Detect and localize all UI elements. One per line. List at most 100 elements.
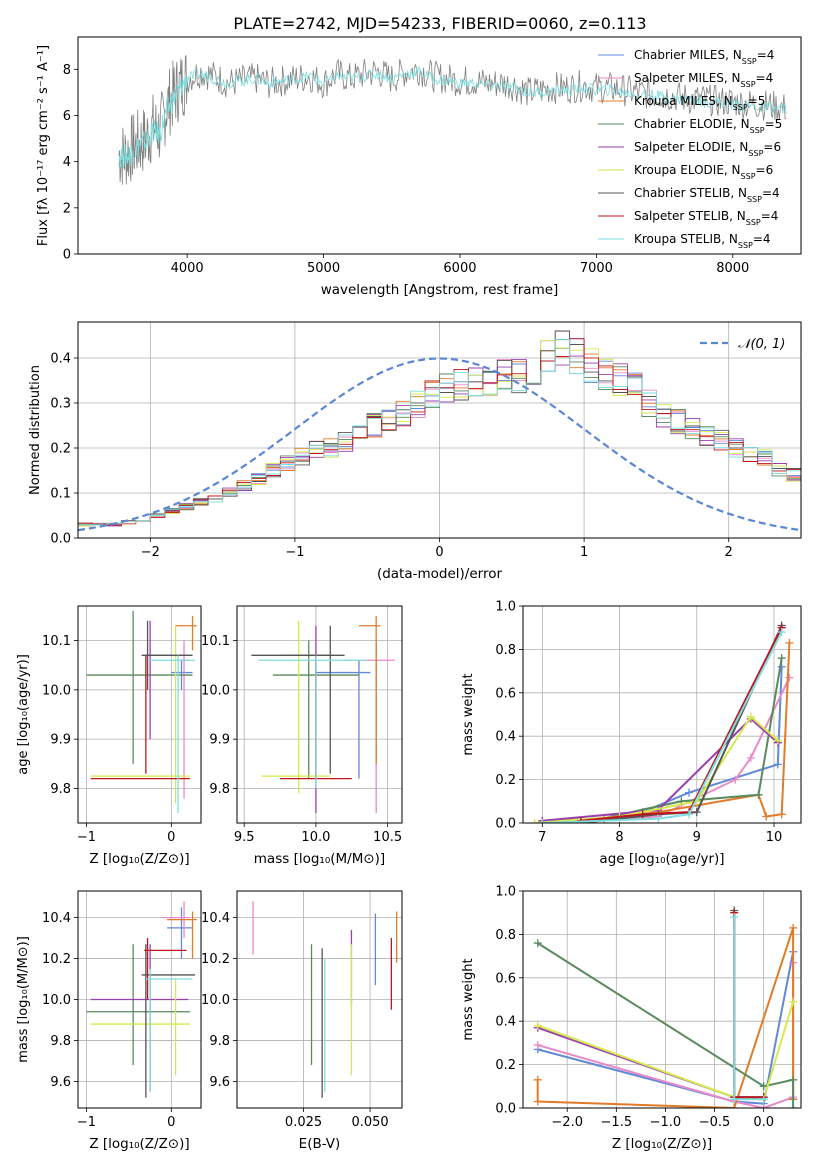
y-tick-label: 0.0 xyxy=(495,817,516,832)
plus-marker xyxy=(533,1021,542,1030)
legend-entry: Chabrier STELIB, NSSP=4 xyxy=(598,186,780,204)
y-tick-label: 0.8 xyxy=(495,928,516,943)
x-axis-label: Z [log₁₀(Z/Z⊙)] xyxy=(612,1136,712,1152)
legend-subscript: SSP xyxy=(750,126,765,135)
legend-label: Kroupa MILES, NSSP=5 xyxy=(634,94,765,112)
y-tick-label: 0.1 xyxy=(50,487,71,502)
x-tick-label: 8 xyxy=(615,830,623,845)
errorbar-point xyxy=(258,655,367,789)
legend-subscript: SSP xyxy=(741,80,756,89)
x-tick-label: 9.5 xyxy=(234,830,255,845)
x-tick-label: 5000 xyxy=(307,261,340,276)
plot-area xyxy=(251,615,395,814)
x-tick-label: 0.0 xyxy=(753,1115,774,1130)
weight-line xyxy=(733,917,764,1101)
panel-residuals: −2 −1 0 1 2 0.0 0.1 0.2 0.3 0.4 (data-model)/error… xyxy=(28,321,802,582)
x-tick-label: −2 xyxy=(141,545,160,560)
plus-marker xyxy=(789,997,798,1006)
y-tick-label: 10.0 xyxy=(42,683,71,698)
y-tick-label: 4 xyxy=(63,155,71,170)
legend-entry: Chabrier ELODIE, NSSP=5 xyxy=(598,117,782,135)
y-tick-label: 0.4 xyxy=(50,352,71,367)
weight-line xyxy=(537,951,795,1105)
panel-mass-weight-vs-age: 7 8 9 10 0.0 0.2 0.4 0.6 0.8 1.0 age [log₁₀(age/yr… xyxy=(461,600,802,867)
y-tick-label: 10.2 xyxy=(42,952,71,967)
legend-subscript: SSP xyxy=(747,195,762,204)
panel-age-vs-Z: −1 0 9.8 9.9 10.0 10.1 Z [log₁₀(Z/Z⊙)] age [log… xyxy=(16,605,202,867)
x-axis-label: age [log₁₀(age/yr)] xyxy=(599,851,724,867)
legend-subscript: SSP xyxy=(742,57,757,66)
legend-suffix: =5 xyxy=(748,94,766,108)
y-tick-label: 10.4 xyxy=(201,911,230,926)
plus-marker xyxy=(777,654,786,663)
y-tick-label: 10.0 xyxy=(42,993,71,1008)
plus-marker xyxy=(654,814,663,823)
plus-marker xyxy=(754,790,763,799)
y-tick-label: 1.0 xyxy=(495,600,516,615)
plus-marker xyxy=(773,736,782,745)
errorbar-point xyxy=(86,610,193,764)
y-axis-label: age [log₁₀(age/yr)] xyxy=(16,654,31,775)
plus-marker xyxy=(759,1082,768,1091)
plus-marker xyxy=(789,923,798,932)
y-tick-label: 6 xyxy=(63,109,71,124)
x-tick-label: 0 xyxy=(167,830,175,845)
x-tick-label: 10.5 xyxy=(373,830,402,845)
legend-label: Chabrier MILES, NSSP=4 xyxy=(634,48,774,66)
y-tick-label: 10.1 xyxy=(42,634,71,649)
panel-age-vs-mass: 9.5 10.0 10.5 9.8 9.9 10.0 10.1 mass [log₁₀(M/M… xyxy=(201,605,403,867)
y-tick-label: 10.0 xyxy=(201,993,230,1008)
y-axis-label: Normed distribution xyxy=(28,365,43,495)
legend-subscript: SSP xyxy=(741,172,756,181)
plus-marker xyxy=(530,819,539,823)
plus-marker xyxy=(785,638,794,647)
legend-label: Chabrier STELIB, NSSP=4 xyxy=(634,186,780,204)
plot-area xyxy=(86,901,197,1098)
y-tick-label: 0.6 xyxy=(495,686,516,701)
plus-marker xyxy=(692,808,701,817)
y-tick-label: 9.9 xyxy=(50,733,71,748)
plus-marker xyxy=(533,1097,542,1106)
plot-area xyxy=(118,55,787,185)
x-tick-label: 10.0 xyxy=(301,830,330,845)
legend-entry: Salpeter MILES, NSSP=4 xyxy=(598,71,773,89)
legend-suffix: =6 xyxy=(756,163,774,177)
panel-mass-vs-EBV: 0.025 0.050 9.6 9.8 10.0 10.2 10.4 E(B-V) xyxy=(201,890,403,1152)
legend-suffix: =5 xyxy=(765,117,783,131)
axes-frame xyxy=(522,605,802,824)
weight-line xyxy=(537,942,795,1108)
y-tick-label: 0.2 xyxy=(50,442,71,457)
plus-marker xyxy=(638,810,647,819)
plot-area xyxy=(533,906,798,1108)
y-tick-label: 10.4 xyxy=(42,911,71,926)
x-tick-label: 7 xyxy=(538,830,546,845)
x-tick-label: −2.0 xyxy=(551,1115,583,1130)
series-line-model xyxy=(118,65,787,169)
histogram-steps xyxy=(78,338,801,538)
y-tick-label: 0.4 xyxy=(495,730,516,745)
gaussian-curve xyxy=(78,357,801,532)
weight-line xyxy=(580,627,783,822)
errorbar-point xyxy=(315,660,371,779)
x-axis-label: mass [log₁₀(M/M⊙)] xyxy=(254,851,385,867)
errorbar-point xyxy=(141,620,193,690)
plus-marker xyxy=(746,753,755,762)
plus-marker xyxy=(538,819,547,823)
legend-subscript: SSP xyxy=(748,149,763,158)
legend-entry: Kroupa MILES, NSSP=5 xyxy=(598,94,765,112)
errorbar-point xyxy=(150,655,196,814)
x-tick-label: −1 xyxy=(77,1115,96,1130)
legend-label: Salpeter MILES, NSSP=4 xyxy=(634,71,773,89)
x-tick-label: 9 xyxy=(693,830,701,845)
weight-line xyxy=(542,642,791,822)
legend-entry: Salpeter ELODIE, NSSP=6 xyxy=(598,140,781,158)
errorbar-point xyxy=(261,620,331,794)
plus-marker xyxy=(789,1104,798,1108)
y-tick-label: 0.0 xyxy=(50,532,71,547)
legend-suffix: =4 xyxy=(761,209,779,223)
legend-entry: Salpeter STELIB, NSSP=4 xyxy=(598,209,778,227)
errorbar-point xyxy=(358,615,381,764)
x-tick-label: 0 xyxy=(435,545,443,560)
weight-line xyxy=(580,625,783,823)
x-tick-label: 6000 xyxy=(443,261,476,276)
